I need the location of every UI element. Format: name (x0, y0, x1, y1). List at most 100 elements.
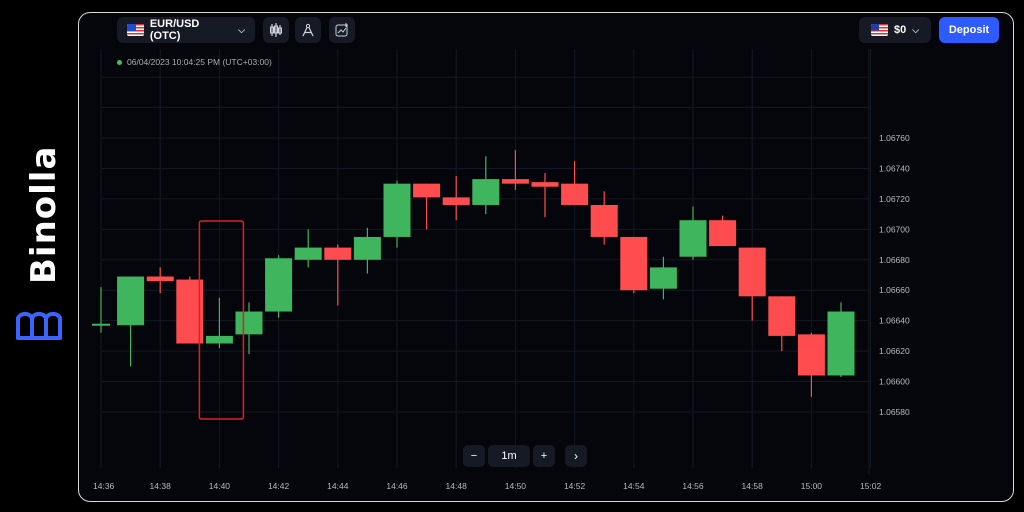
scroll-forward-button[interactable]: › (565, 445, 587, 467)
candlestick-chart[interactable]: 1.06760 1.06740 1.06720 1.06700 1.06680 1.066… (79, 13, 1013, 501)
candle-body (117, 276, 145, 326)
candle-body (353, 236, 381, 260)
candle-body (413, 183, 441, 198)
candle (265, 255, 293, 318)
candle-body (383, 183, 411, 237)
balance-selector[interactable]: $0 ⌵ (859, 17, 931, 43)
y-tick-label: 1.06760 (879, 133, 910, 143)
x-tick-label: 14:56 (682, 481, 704, 491)
y-tick-label: 1.06740 (879, 163, 910, 173)
us-flag-icon (870, 24, 888, 36)
candle-body (92, 323, 110, 326)
candle-body (472, 179, 500, 205)
candle-body (649, 267, 677, 289)
candle-body (442, 197, 470, 205)
x-tick-label: 14:58 (742, 481, 764, 491)
asset-label: EUR/USD (OTC) (149, 18, 200, 42)
y-tick-label: 1.06600 (879, 377, 910, 387)
candle-body (205, 335, 233, 344)
timeframe-value[interactable]: 1m (488, 445, 530, 467)
x-tick-label: 14:50 (505, 481, 527, 491)
candle (827, 302, 855, 377)
candle (117, 276, 145, 367)
candle (649, 256, 677, 300)
candle-body (768, 296, 796, 336)
deposit-button[interactable]: Deposit (939, 17, 999, 43)
candle (92, 287, 110, 333)
candle (679, 206, 707, 260)
candle (413, 183, 441, 230)
y-tick-label: 1.06580 (879, 407, 910, 417)
x-tick-label: 14:52 (564, 481, 586, 491)
drawing-tools-button[interactable] (295, 17, 321, 43)
x-tick-label: 14:36 (93, 481, 115, 491)
candle (294, 229, 322, 268)
y-tick-label: 1.06700 (879, 224, 910, 234)
x-tick-label: 14:42 (268, 481, 290, 491)
chevron-down-icon: ⌵ (912, 24, 920, 35)
candle (590, 191, 618, 245)
timeframe-minus-button[interactable]: − (463, 445, 485, 467)
candle-body (146, 276, 174, 282)
candle-body (561, 183, 589, 205)
candle (709, 215, 737, 247)
server-time: 06/04/2023 10:04:25 PM (UTC+03:00) (117, 57, 272, 67)
candle-body (620, 236, 648, 291)
x-tick-label: 14:44 (327, 481, 349, 491)
x-tick-label: 15:00 (801, 481, 823, 491)
candle (383, 180, 411, 248)
candle (620, 236, 648, 294)
candle-body (827, 311, 855, 376)
candle-body (531, 182, 559, 187)
timeframe-control: − 1m + (463, 445, 555, 467)
candle (235, 302, 263, 355)
candle-body (501, 179, 529, 184)
candle (472, 156, 500, 215)
candles-icon (270, 23, 282, 37)
highlight-box (198, 220, 245, 420)
eu-us-flag-icon (127, 24, 144, 36)
candle (501, 150, 529, 190)
candle (324, 244, 352, 306)
chevron-down-icon: ⌵ (238, 24, 245, 35)
timeframe-plus-button[interactable]: + (533, 445, 555, 467)
candle-body (324, 247, 352, 260)
chart-type-button[interactable] (263, 17, 289, 43)
candle-body (235, 311, 263, 335)
candle (561, 160, 589, 205)
candle-body (679, 220, 707, 257)
x-tick-label: 15:02 (860, 481, 882, 491)
candle (768, 296, 796, 352)
indicators-icon (335, 23, 348, 37)
candle-body (738, 247, 766, 297)
trading-window: 1.06760 1.06740 1.06720 1.06700 1.06680 1.066… (78, 12, 1014, 502)
candle (146, 267, 174, 294)
brand-wordmark: Binolla (24, 145, 64, 284)
y-tick-label: 1.06680 (879, 255, 910, 265)
y-tick-label: 1.06660 (879, 285, 910, 295)
candle (738, 247, 766, 321)
y-tick-label: 1.06640 (879, 316, 910, 326)
candle (205, 297, 233, 349)
live-status-dot (117, 59, 122, 65)
binolla-logo-icon (16, 311, 62, 340)
x-tick-label: 14:40 (209, 481, 231, 491)
candle-body (709, 220, 737, 247)
timestamp-label: 06/04/2023 10:04:25 PM (UTC+03:00) (127, 57, 272, 67)
candle-body (265, 258, 293, 312)
candle (353, 227, 381, 274)
x-tick-label: 14:46 (386, 481, 408, 491)
candle (797, 332, 825, 397)
balance-label: $0 (893, 24, 907, 36)
candle (531, 173, 559, 218)
candle-body (590, 204, 618, 237)
binolla-brand: Binolla (8, 146, 72, 350)
x-tick-label: 14:48 (446, 481, 468, 491)
candle (442, 176, 470, 221)
indicators-button[interactable] (329, 17, 355, 43)
compass-icon (302, 23, 314, 37)
x-tick-label: 14:38 (150, 481, 172, 491)
asset-selector[interactable]: EUR/USD (OTC) ⌵ (117, 17, 255, 43)
y-tick-label: 1.06620 (879, 346, 910, 356)
candle-body (797, 334, 825, 376)
